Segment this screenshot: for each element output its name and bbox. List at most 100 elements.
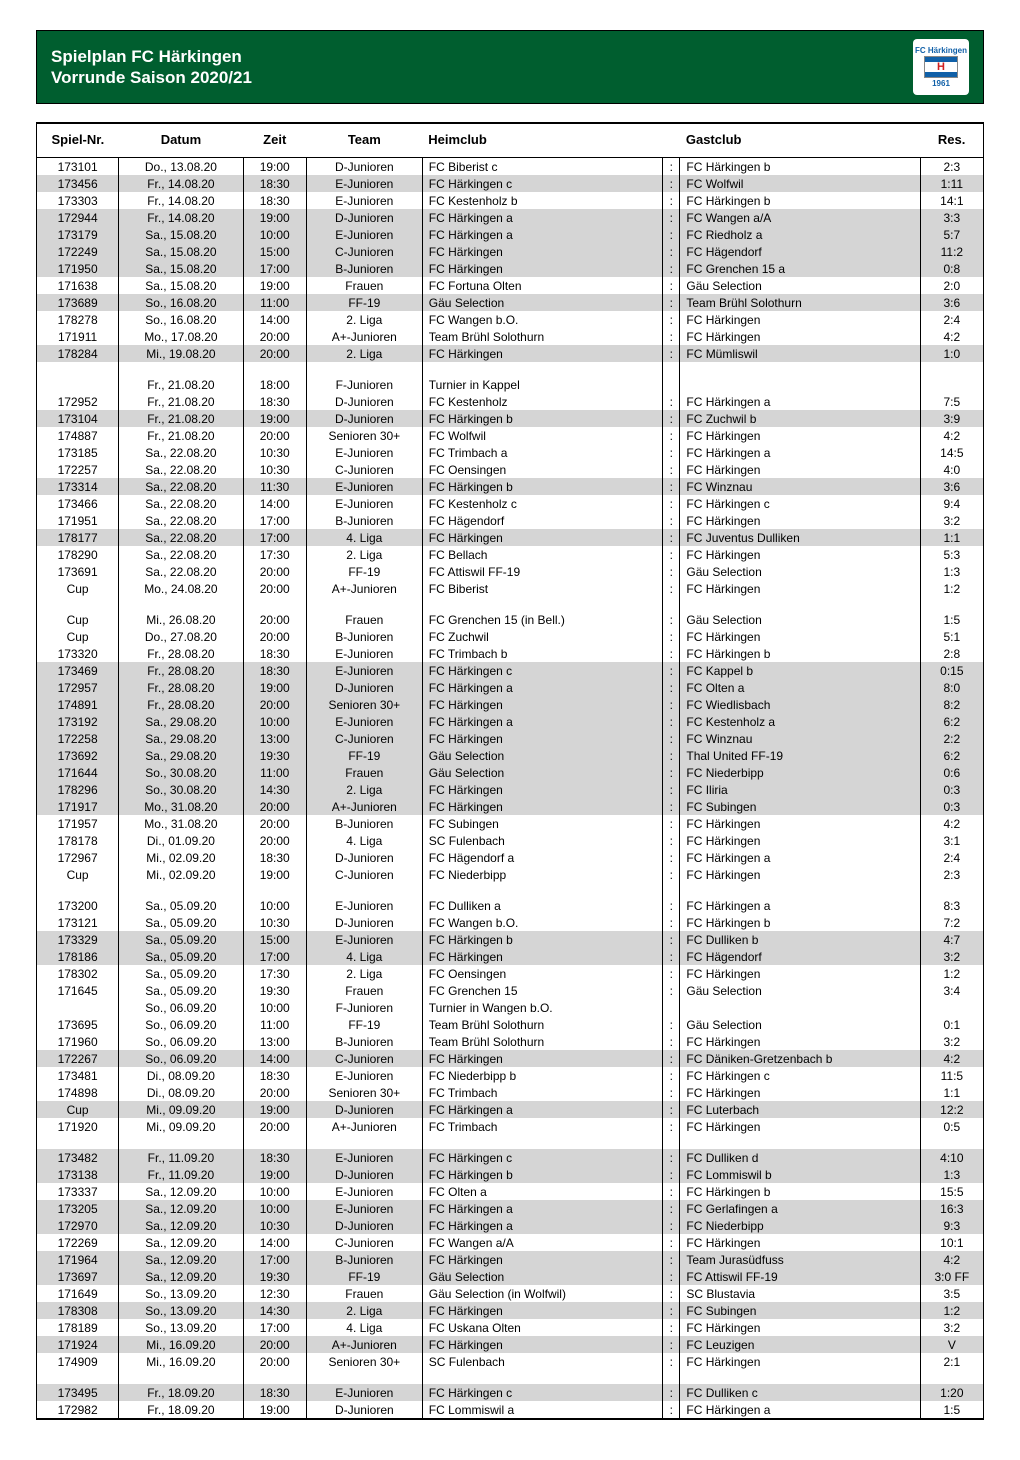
cell-spielnr: 171924 <box>37 1336 119 1353</box>
cell-res: 1:11 <box>920 175 983 192</box>
cell-zeit: 14:30 <box>243 1302 306 1319</box>
cell-datum: Fr., 28.08.20 <box>119 645 243 662</box>
table-row: 173482Fr., 11.09.2018:30E-JuniorenFC Här… <box>37 1149 984 1166</box>
cell-spielnr: 178177 <box>37 529 119 546</box>
cell-zeit: 19:00 <box>243 410 306 427</box>
cell-datum: Di., 01.09.20 <box>119 832 243 849</box>
cell-gastclub: FC Härkingen <box>680 461 920 478</box>
cell-gastclub: FC Härkingen b <box>680 645 920 662</box>
cell-zeit: 15:00 <box>243 243 306 260</box>
cell-team: D-Junioren <box>306 1101 422 1118</box>
cell-sep: : <box>663 628 680 645</box>
cell-gastclub: FC Härkingen <box>680 1084 920 1101</box>
cell-heimclub: FC Härkingen a <box>422 226 662 243</box>
cell-datum: So., 30.08.20 <box>119 764 243 781</box>
table-row: CupMi., 02.09.2019:00C-JuniorenFC Nieder… <box>37 866 984 883</box>
table-row: 174898Di., 08.09.2020:00Senioren 30+FC T… <box>37 1084 984 1101</box>
cell-spielnr: 173469 <box>37 662 119 679</box>
cell-heimclub: FC Härkingen <box>422 696 662 713</box>
cell-team: F-Junioren <box>306 999 422 1016</box>
cell-spielnr: 178178 <box>37 832 119 849</box>
cell-sep: : <box>663 965 680 982</box>
cell-sep: : <box>663 546 680 563</box>
cell-heimclub: FC Biberist c <box>422 158 662 176</box>
table-row: 173692Sa., 29.08.2019:30FF-19Gäu Selecti… <box>37 747 984 764</box>
cell-res: 2:2 <box>920 730 983 747</box>
cell-res: 1:3 <box>920 563 983 580</box>
cell-res: 4:2 <box>920 1251 983 1268</box>
cell-heimclub: FC Härkingen a <box>422 1101 662 1118</box>
cell-heimclub: FC Härkingen a <box>422 1217 662 1234</box>
cell-gastclub: FC Iliria <box>680 781 920 798</box>
col-zeit: Zeit <box>243 123 306 158</box>
cell-datum: Fr., 14.08.20 <box>119 209 243 226</box>
cell-heimclub: FC Uskana Olten <box>422 1319 662 1336</box>
cell-res: 8:0 <box>920 679 983 696</box>
cell-zeit: 19:00 <box>243 1166 306 1183</box>
table-row: 173691Sa., 22.08.2020:00FF-19FC Attiswil… <box>37 563 984 580</box>
table-row: 171964Sa., 12.09.2017:00B-JuniorenFC Här… <box>37 1251 984 1268</box>
cell-spielnr: 172267 <box>37 1050 119 1067</box>
cell-res: 1:1 <box>920 529 983 546</box>
cell-gastclub: FC Härkingen c <box>680 495 920 512</box>
col-res: Res. <box>920 123 983 158</box>
cell-datum: Fr., 11.09.20 <box>119 1166 243 1183</box>
cell-gastclub: FC Härkingen a <box>680 1401 920 1419</box>
cell-gastclub: FC Dulliken d <box>680 1149 920 1166</box>
cell-sep: : <box>663 444 680 461</box>
table-row: 171649So., 13.09.2012:30FrauenGäu Select… <box>37 1285 984 1302</box>
cell-heimclub: FC Hägendorf a <box>422 849 662 866</box>
table-row: 172249Sa., 15.08.2015:00C-JuniorenFC Här… <box>37 243 984 260</box>
cell-spielnr: 173691 <box>37 563 119 580</box>
cell-team: B-Junioren <box>306 815 422 832</box>
cell-zeit: 18:30 <box>243 192 306 209</box>
cell-zeit: 11:30 <box>243 478 306 495</box>
cell-gastclub: FC Härkingen <box>680 1118 920 1135</box>
logo-text-top: FC Härkingen <box>915 46 967 55</box>
cell-gastclub: Team Brühl Solothurn <box>680 294 920 311</box>
cell-zeit: 19:00 <box>243 1401 306 1419</box>
table-row: CupMo., 24.08.2020:00A+-JuniorenFC Biber… <box>37 580 984 597</box>
cell-zeit: 10:00 <box>243 226 306 243</box>
cell-sep: : <box>663 730 680 747</box>
cell-datum: Fr., 28.08.20 <box>119 696 243 713</box>
cell-team: FF-19 <box>306 1268 422 1285</box>
cell-team: E-Junioren <box>306 1384 422 1401</box>
cell-heimclub: FC Härkingen a <box>422 713 662 730</box>
cell-spielnr: 178278 <box>37 311 119 328</box>
cell-sep: : <box>663 1384 680 1401</box>
cell-sep: : <box>663 1251 680 1268</box>
cell-sep: : <box>663 1285 680 1302</box>
cell-zeit: 14:00 <box>243 495 306 512</box>
cell-datum: Sa., 05.09.20 <box>119 931 243 948</box>
cell-gastclub: FC Kestenholz a <box>680 713 920 730</box>
cell-gastclub: Thal United FF-19 <box>680 747 920 764</box>
cell-gastclub: FC Härkingen a <box>680 393 920 410</box>
cell-datum: Fr., 21.08.20 <box>119 410 243 427</box>
cell-spielnr: 171911 <box>37 328 119 345</box>
cell-datum: Sa., 15.08.20 <box>119 243 243 260</box>
cell-spielnr: 171920 <box>37 1118 119 1135</box>
cell-res: 9:3 <box>920 1217 983 1234</box>
cell-res <box>920 999 983 1016</box>
cell-zeit: 19:30 <box>243 1268 306 1285</box>
cell-zeit: 19:00 <box>243 679 306 696</box>
cell-team: 4. Liga <box>306 948 422 965</box>
cell-heimclub: FC Härkingen <box>422 529 662 546</box>
cell-gastclub: FC Winznau <box>680 478 920 495</box>
cell-heimclub: FC Kestenholz c <box>422 495 662 512</box>
cell-gastclub: FC Härkingen b <box>680 158 920 176</box>
cell-spielnr: 178189 <box>37 1319 119 1336</box>
cell-datum: Mi., 16.09.20 <box>119 1336 243 1353</box>
cell-sep: : <box>663 1353 680 1370</box>
cell-datum: Sa., 12.09.20 <box>119 1183 243 1200</box>
cell-gastclub: FC Subingen <box>680 798 920 815</box>
cell-res: 3:2 <box>920 1319 983 1336</box>
cell-team: 4. Liga <box>306 1319 422 1336</box>
cell-team: B-Junioren <box>306 1033 422 1050</box>
cell-res: 6:2 <box>920 713 983 730</box>
cell-datum: Do., 13.08.20 <box>119 158 243 176</box>
cell-datum: Mi., 09.09.20 <box>119 1101 243 1118</box>
cell-gastclub: FC Härkingen a <box>680 897 920 914</box>
cell-team: A+-Junioren <box>306 328 422 345</box>
